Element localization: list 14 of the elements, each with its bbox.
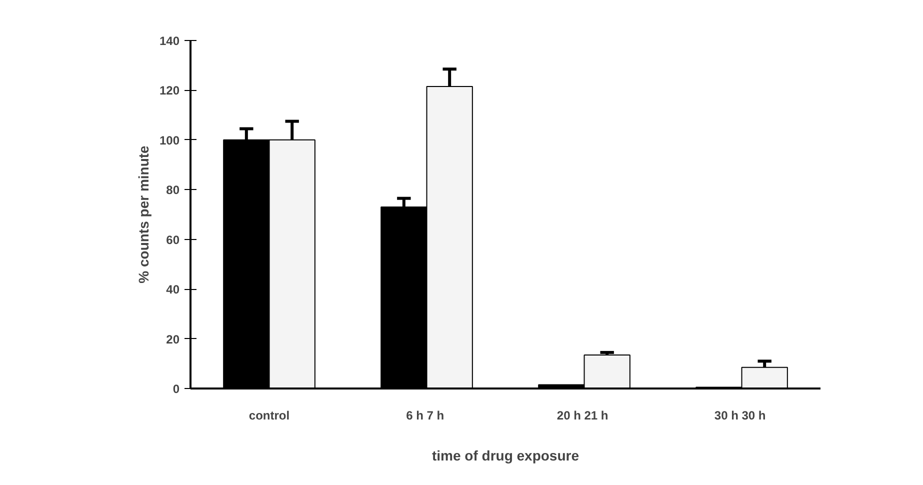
x-tick-label: 20 h 21 h — [556, 408, 608, 422]
x-tick-label: 6 h 7 h — [406, 408, 444, 422]
y-tick-label: 80 — [166, 183, 180, 198]
y-tick-label: 40 — [166, 282, 180, 297]
y-axis-title: % counts per minute — [135, 145, 152, 284]
y-tick-label: 120 — [159, 84, 180, 98]
y-tick-label: 0 — [172, 382, 180, 396]
x-tick-label: control — [248, 408, 290, 422]
y-tick-label: 100 — [159, 133, 180, 148]
y-tick-label: 60 — [166, 232, 180, 247]
x-tick-label: 30 h 30 h — [714, 408, 766, 422]
y-tick-label: 20 — [166, 332, 180, 346]
y-tick-label: 140 — [159, 34, 180, 48]
x-axis-title: time of drug exposure — [432, 448, 580, 464]
